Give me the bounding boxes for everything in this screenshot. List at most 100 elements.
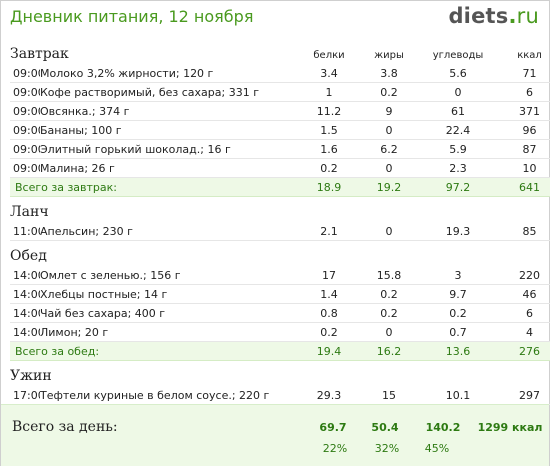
food-protein: 1: [299, 82, 360, 102]
meal-total-breakfast: Всего за завтрак: 18.9 19.2 97.2 641: [10, 177, 550, 197]
food-name: Малина; 26 г: [40, 158, 300, 178]
meal-total-kcal: 641: [497, 177, 550, 197]
food-row[interactable]: 14:00 Лимон; 20 г 0.2 0 0.7 4: [10, 322, 550, 342]
meal-name: Ланч: [10, 204, 49, 220]
food-fat: 3.8: [359, 64, 420, 83]
food-carbs: 9.7: [419, 284, 498, 304]
food-carbs: 2.3: [419, 158, 498, 178]
food-fat: 0: [359, 322, 420, 342]
food-row[interactable]: 09:00 Кофе растворимый, без сахара; 331 …: [10, 82, 550, 102]
food-fat: 15: [359, 386, 420, 405]
column-header-protein: белки: [313, 50, 345, 61]
food-name: Тефтели куриные в белом соусе.; 220 г: [40, 386, 300, 405]
food-row[interactable]: 14:00 Чай без сахара; 400 г 0.8 0.2 0.2 …: [10, 303, 550, 323]
food-kcal: 85: [497, 222, 550, 241]
meal-header-uzhin: Ужин: [10, 361, 550, 387]
food-carbs: 10.1: [419, 386, 498, 405]
food-kcal: 96: [497, 120, 550, 140]
food-protein: 0.8: [299, 303, 360, 323]
site-logo[interactable]: diets.ru: [448, 4, 539, 28]
food-row[interactable]: 09:00 Малина; 26 г 0.2 0 2.3 10: [10, 158, 550, 178]
food-time: 09:00: [10, 101, 40, 121]
food-row[interactable]: 11:00 Апельсин; 230 г 2.1 0 19.3 85: [10, 222, 550, 241]
food-kcal: 10: [497, 158, 550, 178]
food-fat: 0: [359, 158, 420, 178]
meal-total-label: Всего за обед:: [10, 341, 300, 361]
food-name: Чай без сахара; 400 г: [40, 303, 300, 323]
food-name: Молоко 3,2% жирности; 120 г: [40, 64, 300, 83]
food-protein: 1.4: [299, 284, 360, 304]
meal-total-carbs: 97.2: [419, 177, 498, 197]
header: Дневник питания, 12 ноября diets.ru: [1, 1, 549, 35]
logo-tld: ru: [516, 4, 539, 28]
food-protein: 2.1: [299, 222, 360, 241]
meal-header-breakfast: Завтрак белки жиры углеводы ккал: [10, 41, 550, 64]
food-name: Лимон; 20 г: [40, 322, 300, 342]
day-total-fat: 50.4: [371, 421, 399, 434]
food-row[interactable]: 09:00 Бананы; 100 г 1.5 0 22.4 96: [10, 120, 550, 140]
diary-table: Завтрак белки жиры углеводы ккал 09:00 М…: [10, 41, 550, 405]
food-name: Кофе растворимый, без сахара; 331 г: [40, 82, 300, 102]
food-fat: 0: [359, 222, 420, 241]
meal-total-obed: Всего за обед: 19.4 16.2 13.6 276: [10, 341, 550, 361]
food-row[interactable]: 14:00 Омлет с зеленью.; 156 г 17 15.8 3 …: [10, 266, 550, 285]
food-row[interactable]: 09:00 Элитный горький шоколад.; 16 г 1.6…: [10, 139, 550, 159]
food-carbs: 0: [419, 82, 498, 102]
meal-name: Ужин: [10, 368, 52, 384]
meal-header-obed: Обед: [10, 241, 550, 267]
logo-dot: .: [508, 4, 517, 28]
food-kcal: 71: [497, 64, 550, 83]
food-time: 09:00: [10, 120, 40, 140]
food-fat: 0.2: [359, 303, 420, 323]
food-time: 14:00: [10, 284, 40, 304]
food-protein: 29.3: [299, 386, 360, 405]
food-protein: 0.2: [299, 322, 360, 342]
food-fat: 0: [359, 120, 420, 140]
food-name: Хлебцы постные; 14 г: [40, 284, 300, 304]
food-row[interactable]: 09:00 Молоко 3,2% жирности; 120 г 3.4 3.…: [10, 64, 550, 83]
food-row[interactable]: 09:00 Овсянка.; 374 г 11.2 9 61 371: [10, 101, 550, 121]
meal-total-label: Всего за завтрак:: [10, 177, 300, 197]
food-kcal: 371: [497, 101, 550, 121]
food-name: Элитный горький шоколад.; 16 г: [40, 139, 300, 159]
food-time: 14:00: [10, 322, 40, 342]
day-total-label: Всего за день:: [12, 419, 118, 435]
day-total-protein: 69.7: [319, 421, 347, 434]
food-protein: 3.4: [299, 64, 360, 83]
food-kcal: 297: [497, 386, 550, 405]
food-fat: 0.2: [359, 82, 420, 102]
food-time: 14:00: [10, 303, 40, 323]
food-name: Омлет с зеленью.; 156 г: [40, 266, 300, 285]
food-name: Овсянка.; 374 г: [40, 101, 300, 121]
food-name: Бананы; 100 г: [40, 120, 300, 140]
food-protein: 17: [299, 266, 360, 285]
day-total-kcal: 1299 ккал: [477, 421, 543, 434]
meal-total-protein: 19.4: [299, 341, 360, 361]
meal-total-protein: 18.9: [299, 177, 360, 197]
meal-total-fat: 19.2: [359, 177, 420, 197]
food-carbs: 19.3: [419, 222, 498, 241]
food-carbs: 0.2: [419, 303, 498, 323]
meal-total-fat: 16.2: [359, 341, 420, 361]
column-header-carbs: углеводы: [432, 50, 484, 61]
food-kcal: 6: [497, 303, 550, 323]
day-carbs-percent: 45%: [424, 442, 450, 455]
column-header-fat: жиры: [374, 50, 404, 61]
food-kcal: 220: [497, 266, 550, 285]
food-carbs: 5.9: [419, 139, 498, 159]
food-time: 09:00: [10, 139, 40, 159]
day-total-carbs: 140.2: [425, 421, 461, 434]
food-row[interactable]: 17:00 Тефтели куриные в белом соусе.; 22…: [10, 386, 550, 405]
meal-total-carbs: 13.6: [419, 341, 498, 361]
food-protein: 1.5: [299, 120, 360, 140]
food-kcal: 4: [497, 322, 550, 342]
day-protein-percent: 22%: [322, 442, 348, 455]
food-row[interactable]: 14:00 Хлебцы постные; 14 г 1.4 0.2 9.7 4…: [10, 284, 550, 304]
food-carbs: 61: [419, 101, 498, 121]
food-fat: 15.8: [359, 266, 420, 285]
food-kcal: 6: [497, 82, 550, 102]
food-fat: 0.2: [359, 284, 420, 304]
day-fat-percent: 32%: [374, 442, 400, 455]
food-time: 09:00: [10, 82, 40, 102]
